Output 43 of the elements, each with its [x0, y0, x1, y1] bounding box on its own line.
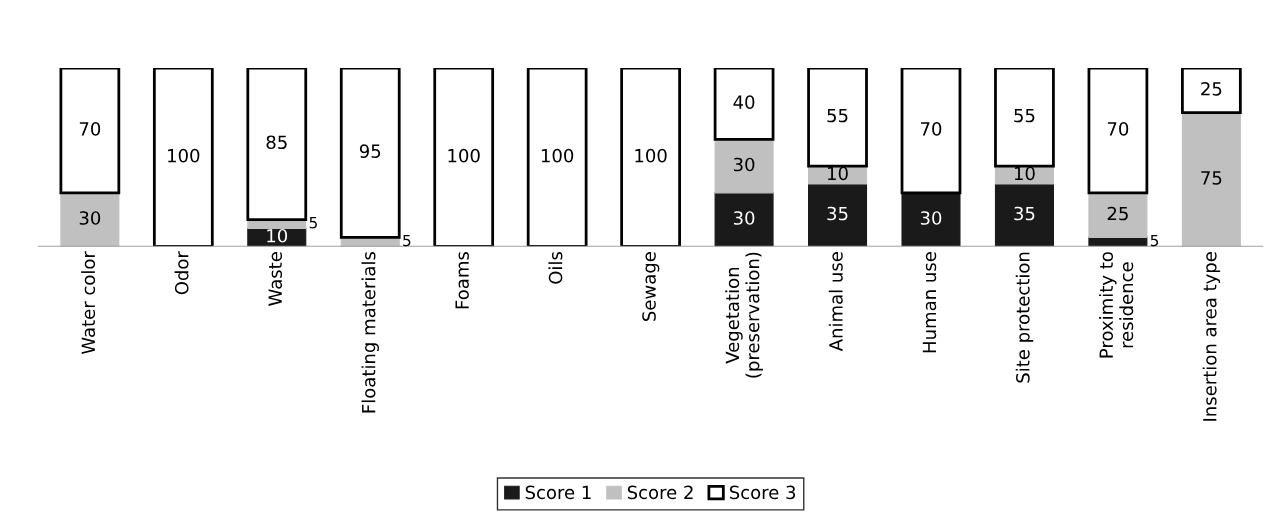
x-tick-label: Odor [174, 251, 189, 295]
data-label: 5 [309, 217, 317, 229]
data-label: 10 [267, 228, 288, 243]
data-label: 70 [79, 122, 101, 136]
data-label: 35 [1014, 206, 1035, 221]
legend-label: Score 2 [627, 485, 693, 500]
x-tick-label: Floating materials [361, 252, 379, 413]
data-label: 70 [920, 122, 942, 136]
x-tick-label: Insertion area type [1202, 252, 1221, 421]
data-label: 5 [1150, 234, 1159, 247]
data-label: 30 [920, 211, 942, 225]
x-tick-label: Site protection [1015, 252, 1034, 383]
data-label: 100 [168, 148, 200, 163]
data-label: 100 [448, 148, 480, 163]
x-tick-label: Waste [268, 252, 283, 306]
data-label: 55 [1014, 108, 1035, 123]
x-tick-label: Water color [81, 251, 96, 355]
data-label: 30 [733, 211, 755, 225]
x-tick-label: Oils [548, 252, 563, 284]
x-tick-label: Sewage [642, 252, 660, 321]
data-label: 100 [541, 148, 574, 163]
data-label: 10 [1014, 166, 1035, 181]
data-label: 55 [827, 108, 848, 123]
legend-label: Score 1 [525, 485, 591, 500]
data-label: 100 [635, 148, 667, 163]
data-label: 40 [733, 95, 755, 109]
data-label: 5 [403, 234, 411, 247]
x-tick-label: Vegetation (preservation) [725, 252, 763, 378]
data-label: 70 [1107, 122, 1129, 136]
x-tick-label: Animal use [828, 252, 843, 352]
data-label: 10 [828, 166, 848, 181]
legend-label: Score 3 [729, 485, 796, 500]
x-tick-label: Proximity to residence [1099, 252, 1134, 358]
data-label: 30 [733, 157, 755, 172]
data-label: 25 [1107, 206, 1128, 221]
x-tick-label: Human use [922, 252, 937, 353]
data-label: 95 [359, 144, 381, 158]
data-label: 25 [1201, 81, 1222, 96]
data-label: 85 [266, 135, 287, 150]
data-label: 75 [1201, 171, 1222, 185]
data-label: 30 [79, 211, 101, 225]
data-label: 35 [827, 206, 848, 221]
x-tick-label: Foams [455, 252, 469, 309]
